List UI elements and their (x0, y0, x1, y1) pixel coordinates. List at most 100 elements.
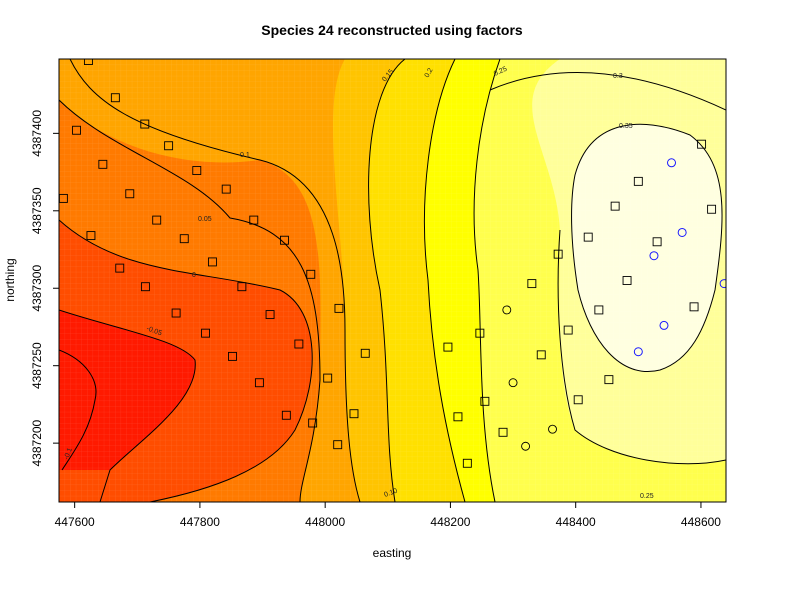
point-circle-blue (667, 158, 677, 168)
chart-title: Species 24 reconstructed using factors (261, 22, 523, 38)
contour-0.05 (59, 99, 321, 502)
point-square (553, 249, 563, 259)
y-tick-label: 4387200 (30, 419, 44, 466)
point-circle (521, 441, 531, 451)
plot-border (58, 58, 727, 503)
contour-0.35 (571, 123, 723, 372)
point-circle (508, 378, 518, 388)
contour-0.3-b (557, 229, 726, 465)
point-circle-blue (649, 251, 659, 261)
point-square (171, 308, 181, 318)
point-square (360, 348, 370, 358)
y-axis: 4387200 4387250 4387300 4387350 4387400 (30, 110, 59, 466)
x-tick-label: 448400 (556, 515, 596, 529)
contour-lines (59, 59, 726, 502)
x-tick-label: 447600 (55, 515, 95, 529)
point-square (254, 378, 264, 388)
contour--0.05 (59, 309, 196, 502)
point-square (281, 410, 291, 420)
contour-label--0.1: -0.1 (63, 447, 74, 461)
point-circle-blue (719, 279, 726, 289)
contour-label-0.2: 0.2 (424, 67, 435, 79)
point-square (83, 59, 93, 65)
point-square (594, 305, 604, 315)
contour-label-0.3: 0.3 (613, 73, 623, 80)
point-square (152, 215, 162, 225)
point-square (265, 310, 275, 320)
point-square (333, 440, 343, 450)
point-square (294, 339, 304, 349)
point-square (462, 458, 472, 468)
point-square (140, 282, 150, 292)
point-square (475, 328, 485, 338)
point-square (228, 351, 237, 361)
x-tick-label: 448200 (430, 515, 470, 529)
point-square (237, 282, 247, 292)
contour-label-0.1: 0.1 (240, 152, 250, 159)
point-square (125, 189, 135, 199)
point-square (527, 279, 537, 289)
point-square (201, 328, 211, 338)
point-square (164, 141, 174, 151)
x-tick-label: 447800 (180, 515, 220, 529)
point-square (249, 215, 259, 225)
contour-label-0.35: 0.35 (619, 123, 633, 130)
contour-label-0.25-b: 0.25 (640, 493, 654, 500)
point-square (179, 234, 189, 244)
point-square (573, 395, 583, 405)
contour-label-0.10: 0.10 (383, 488, 398, 499)
contour-0.25 (473, 59, 501, 502)
point-square (86, 231, 96, 241)
point-circle (548, 424, 557, 434)
point-square (280, 235, 289, 245)
point-square (221, 184, 231, 194)
point-square (98, 159, 108, 169)
y-tick-label: 4387350 (30, 187, 44, 234)
contour--0.1 (59, 349, 97, 471)
point-square (443, 342, 453, 352)
x-tick-label: 448600 (681, 515, 721, 529)
point-square (622, 276, 632, 285)
point-square (323, 373, 333, 383)
contour-0.3 (489, 72, 726, 111)
point-square (689, 302, 699, 312)
y-tick-label: 4387300 (30, 265, 44, 312)
point-square (306, 269, 316, 279)
contour-label-0: 0 (192, 272, 196, 279)
point-square (480, 396, 490, 406)
contour-0 (59, 219, 313, 502)
sample-points (59, 59, 726, 468)
point-square (72, 125, 81, 135)
y-tick-label: 4387250 (30, 342, 44, 389)
point-circle-blue (659, 320, 669, 330)
x-tick-label: 448000 (305, 515, 345, 529)
point-square (207, 257, 217, 267)
y-tick-label: 4387400 (30, 110, 44, 157)
contour-0.15 (368, 59, 406, 502)
point-circle-blue (633, 347, 643, 357)
point-square (610, 201, 620, 211)
y-axis-label: northing (3, 258, 17, 301)
point-square (563, 325, 573, 335)
heatmap-surface: 0.1 0.05 0 -0.05 -0.1 0.15 0.2 0.25 0.3 … (59, 59, 726, 502)
point-square (192, 166, 202, 175)
point-square (697, 139, 707, 149)
point-square (140, 119, 150, 129)
point-square (115, 263, 125, 273)
point-square (707, 204, 717, 214)
point-square (349, 409, 359, 419)
point-square (652, 237, 662, 247)
contour-0.2 (423, 59, 466, 502)
point-square (453, 412, 463, 422)
point-square (308, 418, 318, 428)
x-axis-label: easting (373, 546, 412, 560)
point-square (536, 350, 546, 360)
point-square (583, 232, 593, 242)
contour-label-0.05: 0.05 (198, 216, 212, 223)
point-circle (502, 305, 512, 315)
point-square (633, 176, 643, 186)
point-square (334, 303, 344, 313)
point-square (604, 375, 614, 385)
point-square (110, 93, 120, 103)
